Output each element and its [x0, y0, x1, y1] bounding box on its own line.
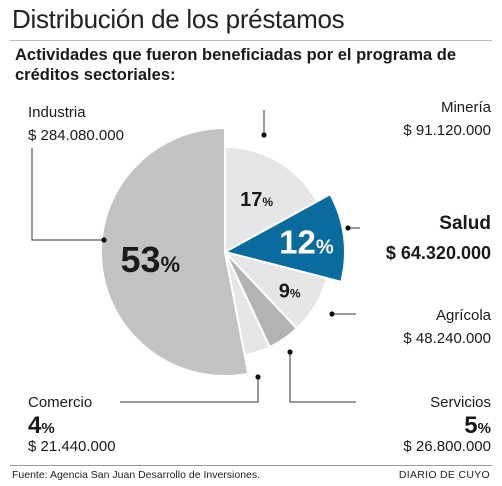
value-label-agricola: $ 48.240.000	[403, 330, 491, 347]
outer-labels-layer: Minería $ 91.120.000 Salud $ 64.320.000 Agrí…	[28, 99, 492, 455]
value-label-mineria: $ 91.120.000	[403, 122, 491, 139]
category-label-mineria: Minería	[441, 99, 492, 116]
value-label-salud: $ 64.320.000	[386, 243, 491, 263]
percent-label-comercio: 4%	[28, 412, 55, 439]
category-label-salud: Salud	[439, 213, 491, 234]
page-title: Distribución de los préstamos	[12, 4, 345, 34]
leader-dot-industria	[101, 237, 107, 243]
leader-dot-comercio	[255, 374, 261, 380]
percent-label-salud: 12%	[279, 224, 334, 261]
leaders-layer	[31, 110, 360, 403]
publisher-credit: DIARIO DE CUYO	[398, 469, 490, 481]
leader-dot-mineria	[261, 132, 267, 138]
slice-salud	[224, 193, 346, 283]
percent-label-agricola: 9%	[279, 280, 301, 302]
footer-divider	[10, 465, 492, 466]
slices-layer	[100, 127, 346, 377]
leader-dot-salud	[345, 225, 351, 231]
leader-dot-agricola	[329, 311, 335, 317]
value-label-comercio: $ 21.440.000	[28, 438, 116, 455]
slice-mineria	[224, 146, 319, 253]
inner-labels-layer: 17% 12% 9% 53%	[120, 189, 333, 303]
source-note: Fuente: Agencia San Juan Desarrollo de I…	[12, 469, 261, 481]
title-divider	[10, 40, 492, 41]
leader-line-servicios	[289, 352, 356, 403]
value-label-industria: $ 284.080.000	[28, 127, 124, 144]
category-label-comercio: Comercio	[28, 394, 92, 411]
slice-industria	[100, 127, 250, 377]
category-label-industria: Industria	[28, 104, 86, 121]
category-label-servicios: Servicios	[430, 394, 491, 411]
category-label-agricola: Agrícola	[436, 307, 492, 324]
leader-dot-servicios	[287, 349, 293, 355]
chart-subtitle: Actividades que fueron beneficiadas por …	[15, 46, 457, 84]
leader-line-industria	[31, 148, 104, 241]
percent-label-industria: 53%	[120, 239, 180, 280]
percent-label-servicios: 5%	[464, 412, 491, 439]
value-label-servicios: $ 26.800.000	[403, 438, 491, 455]
percent-label-mineria: 17%	[240, 189, 273, 211]
leader-line-comercio	[120, 377, 259, 403]
